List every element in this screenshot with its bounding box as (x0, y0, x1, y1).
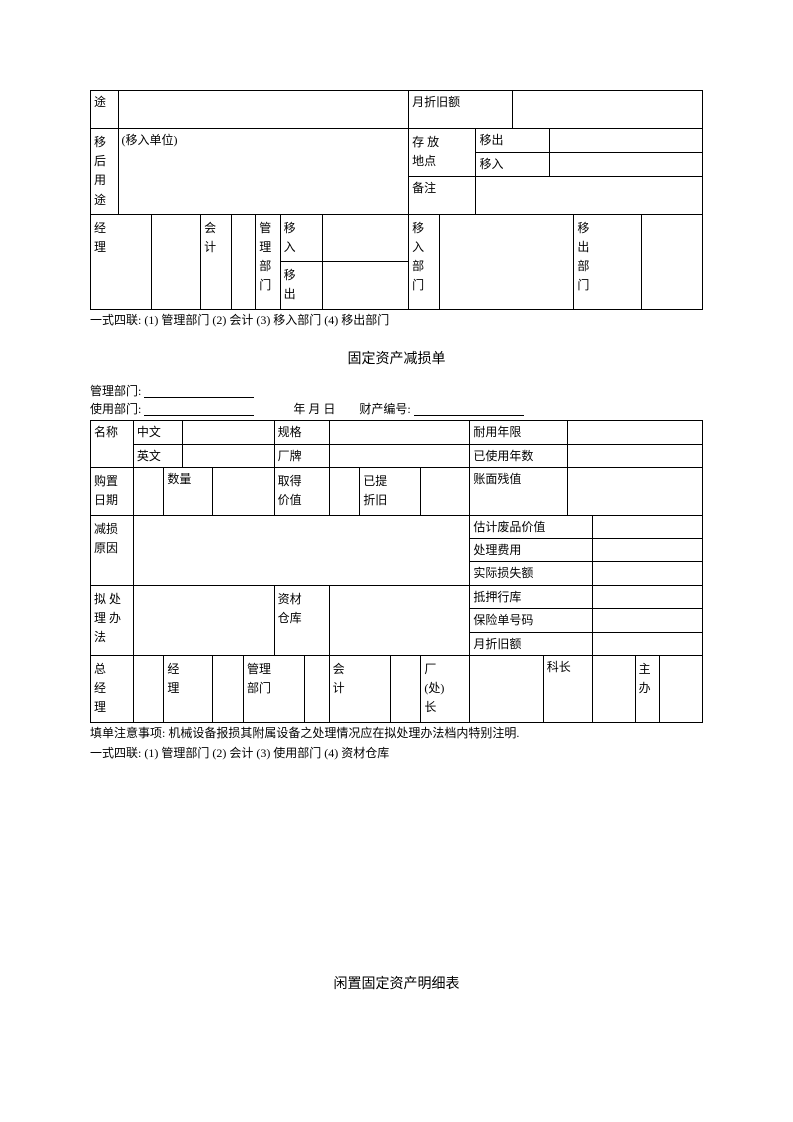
cell: 账面残值 (470, 468, 568, 515)
cell: 移后用途 (91, 129, 119, 215)
cell (592, 539, 702, 562)
cell: 减损原因 (91, 515, 134, 585)
cell: 取得价值 (274, 468, 329, 515)
cell: 拟 处理 办法 (91, 585, 134, 655)
cell: 移出 (476, 129, 549, 153)
cell (592, 515, 702, 538)
cell (213, 468, 274, 515)
cell (568, 421, 703, 444)
cell: 抵押行库 (470, 585, 592, 608)
cell: 处理费用 (470, 539, 592, 562)
cell: 主办 (635, 655, 659, 722)
cell (182, 421, 274, 444)
cell (568, 468, 703, 515)
cell: 月折旧额 (470, 632, 592, 655)
cell: 移入 (280, 214, 323, 261)
cell: 移出部门 (574, 214, 641, 309)
cell: 厂牌 (274, 444, 329, 467)
cell (592, 609, 702, 632)
cell (568, 444, 703, 467)
cell: 总经理 (91, 655, 134, 722)
cell: 规格 (274, 421, 329, 444)
cell: 科长 (543, 655, 592, 722)
cell: (移入单位) (118, 129, 409, 215)
transfer-table: 途 月折旧额 移后用途 (移入单位) 存 放地点 移出 移入 备注 经理 会计 … (90, 90, 703, 310)
cell: 存 放地点 (409, 129, 476, 177)
cell (592, 655, 635, 722)
cell: 厂(处)长 (421, 655, 470, 722)
cell (329, 585, 470, 655)
cell: 移入 (476, 152, 549, 176)
cell (592, 585, 702, 608)
meta-use-dept: 使用部门: 年 月 日 财产编号: (90, 402, 703, 416)
cell: 已使用年数 (470, 444, 568, 467)
cell: 会计 (201, 214, 232, 309)
cell (329, 421, 470, 444)
cell (476, 176, 703, 214)
cell (133, 515, 470, 585)
cell (641, 214, 702, 309)
note-instruction: 填单注意事项: 机械设备报损其附属设备之处理情况应在拟处理办法档内特别注明. (90, 726, 703, 740)
cell (329, 444, 470, 467)
cell: 移入部门 (409, 214, 440, 309)
cell: 名称 (91, 421, 134, 468)
cell: 资材仓库 (274, 585, 329, 655)
cell: 会计 (329, 655, 390, 722)
cell (592, 632, 702, 655)
cell: 保险单号码 (470, 609, 592, 632)
cell: 英文 (133, 444, 182, 467)
cell (133, 585, 274, 655)
cell: 备注 (409, 176, 476, 214)
cell (323, 262, 409, 309)
cell: 中文 (133, 421, 182, 444)
cell (213, 655, 244, 722)
cell: 估计废品价值 (470, 515, 592, 538)
cell (133, 655, 164, 722)
cell: 已提折旧 (360, 468, 421, 515)
cell: 途 (91, 91, 119, 129)
cell (152, 214, 201, 309)
cell: 移出 (280, 262, 323, 309)
cell: 耐用年限 (470, 421, 568, 444)
cell (305, 655, 329, 722)
meta-mgmt-dept: 管理部门: (90, 384, 703, 398)
note-copies-1: 一式四联: (1) 管理部门 (2) 会计 (3) 移入部门 (4) 移出部门 (90, 313, 703, 327)
cell (549, 152, 702, 176)
cell (133, 468, 164, 515)
cell: 实际损失额 (470, 562, 592, 585)
cell: 月折旧额 (409, 91, 513, 129)
cell (329, 468, 360, 515)
cell (592, 562, 702, 585)
cell: 经理 (164, 655, 213, 722)
cell: 购置日期 (91, 468, 134, 515)
cell (231, 214, 255, 309)
cell (513, 91, 703, 129)
cell: 管理部门 (256, 214, 280, 309)
note-copies-2: 一式四联: (1) 管理部门 (2) 会计 (3) 使用部门 (4) 资材仓库 (90, 746, 703, 760)
cell (439, 214, 574, 309)
cell (182, 444, 274, 467)
cell (118, 91, 409, 129)
cell: 数量 (164, 468, 213, 515)
cell (421, 468, 470, 515)
cell (549, 129, 702, 153)
cell (323, 214, 409, 261)
title-impairment: 固定资产减损单 (90, 352, 703, 369)
cell (390, 655, 421, 722)
cell: 经理 (91, 214, 152, 309)
cell: 管理部门 (243, 655, 304, 722)
impairment-table: 名称 中文 规格 耐用年限 英文 厂牌 已使用年数 购置日期 数量 取得价值 已… (90, 420, 703, 722)
title-idle-assets: 闲置固定资产明细表 (90, 977, 703, 994)
cell (470, 655, 543, 722)
cell (660, 655, 703, 722)
